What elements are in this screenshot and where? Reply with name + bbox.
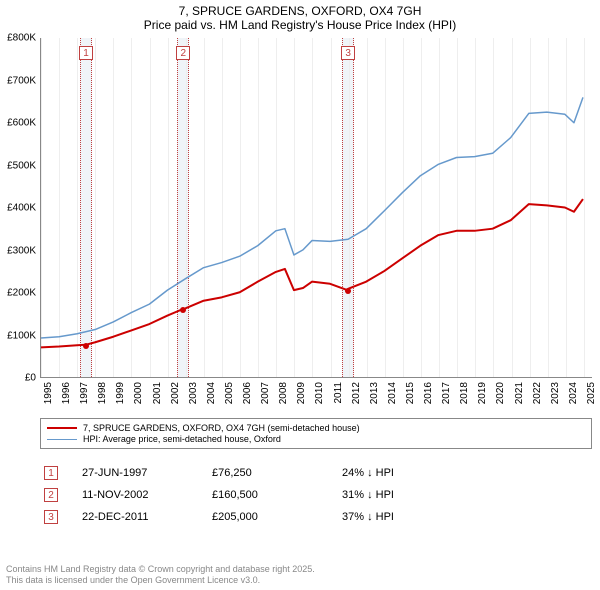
x-tick-label: 2005 [224,382,235,404]
footer-line1: Contains HM Land Registry data © Crown c… [6,564,594,575]
sale-delta: 24% ↓ HPI [342,467,592,479]
y-tick-label: £800K [7,33,36,44]
x-tick-label: 2008 [278,382,289,404]
x-tick-label: 2019 [477,382,488,404]
sale-price: £160,500 [212,489,342,501]
x-axis: 1995 1996 1997 1998 1999 2000 2001 2002 2003 2004… [40,378,592,414]
chart-title-block: 7, SPRUCE GARDENS, OXFORD, OX4 7GH Price… [0,0,600,33]
sale-marker-number: 2 [176,46,190,60]
sale-price: £76,250 [212,467,342,479]
x-tick-label: 2006 [242,382,253,404]
x-tick-label: 2022 [532,382,543,404]
x-tick-label: 2000 [133,382,144,404]
footer-attribution: Contains HM Land Registry data © Crown c… [6,564,594,586]
sale-date: 11-NOV-2002 [82,489,212,501]
sale-date: 27-JUN-1997 [82,467,212,479]
x-tick-label: 2012 [351,382,362,404]
sale-marker-number: 1 [79,46,93,60]
y-tick-label: £0 [25,373,36,384]
x-tick-label: 2018 [459,382,470,404]
sale-marker-number: 3 [341,46,355,60]
x-tick-label: 2017 [441,382,452,404]
sale-delta: 37% ↓ HPI [342,511,592,523]
legend-row: 7, SPRUCE GARDENS, OXFORD, OX4 7GH (semi… [47,423,585,433]
legend-box: 7, SPRUCE GARDENS, OXFORD, OX4 7GH (semi… [40,418,592,449]
x-tick-label: 2025 [586,382,597,404]
sale-row-marker: 1 [44,466,58,480]
y-tick-label: £200K [7,288,36,299]
x-tick-label: 1998 [97,382,108,404]
y-tick-label: £500K [7,160,36,171]
x-tick-label: 2013 [369,382,380,404]
x-tick-label: 1999 [115,382,126,404]
y-tick-label: £400K [7,203,36,214]
sale-dot [83,343,89,349]
y-tick-label: £700K [7,75,36,86]
x-tick-label: 2011 [333,382,344,404]
y-tick-label: £300K [7,245,36,256]
x-tick-label: 2004 [206,382,217,404]
sale-dot [345,288,351,294]
y-axis: £0£100K£200K£300K£400K£500K£600K£700K£80… [0,38,40,398]
sale-dot [180,307,186,313]
x-tick-label: 2010 [314,382,325,404]
sale-row: 3 22-DEC-2011£205,00037% ↓ HPI [40,506,592,528]
sale-row-marker: 3 [44,510,58,524]
sale-delta: 31% ↓ HPI [342,489,592,501]
series-property [41,199,583,347]
x-tick-label: 1997 [79,382,90,404]
x-tick-label: 2009 [296,382,307,404]
legend-swatch [47,427,77,429]
sale-price: £205,000 [212,511,342,523]
sale-date: 22-DEC-2011 [82,511,212,523]
x-tick-label: 1996 [61,382,72,404]
x-tick-label: 2024 [568,382,579,404]
legend-label: HPI: Average price, semi-detached house,… [83,434,281,444]
x-tick-label: 2014 [387,382,398,404]
line-layer [41,38,592,377]
series-hpi [41,97,583,338]
x-tick-label: 1995 [43,382,54,404]
x-tick-label: 2002 [170,382,181,404]
sale-row: 2 11-NOV-2002£160,50031% ↓ HPI [40,484,592,506]
sales-table: 1 27-JUN-1997£76,25024% ↓ HPI 2 11-NOV-2002… [40,462,592,528]
x-tick-label: 2015 [405,382,416,404]
plot-area: 1 2 3 [40,38,592,378]
legend-swatch [47,439,77,440]
x-tick-label: 2021 [514,382,525,404]
x-tick-label: 2016 [423,382,434,404]
x-tick-label: 2001 [152,382,163,404]
x-tick-label: 2007 [260,382,271,404]
y-tick-label: £600K [7,118,36,129]
title-address: 7, SPRUCE GARDENS, OXFORD, OX4 7GH [0,4,600,18]
legend-label: 7, SPRUCE GARDENS, OXFORD, OX4 7GH (semi… [83,423,360,433]
x-tick-label: 2023 [550,382,561,404]
sale-row-marker: 2 [44,488,58,502]
legend-row: HPI: Average price, semi-detached house,… [47,434,585,444]
x-tick-label: 2020 [495,382,506,404]
y-tick-label: £100K [7,330,36,341]
x-tick-label: 2003 [188,382,199,404]
sale-row: 1 27-JUN-1997£76,25024% ↓ HPI [40,462,592,484]
chart-container: £0£100K£200K£300K£400K£500K£600K£700K£80… [0,38,600,418]
title-subtitle: Price paid vs. HM Land Registry's House … [0,18,600,32]
footer-line2: This data is licensed under the Open Gov… [6,575,594,586]
